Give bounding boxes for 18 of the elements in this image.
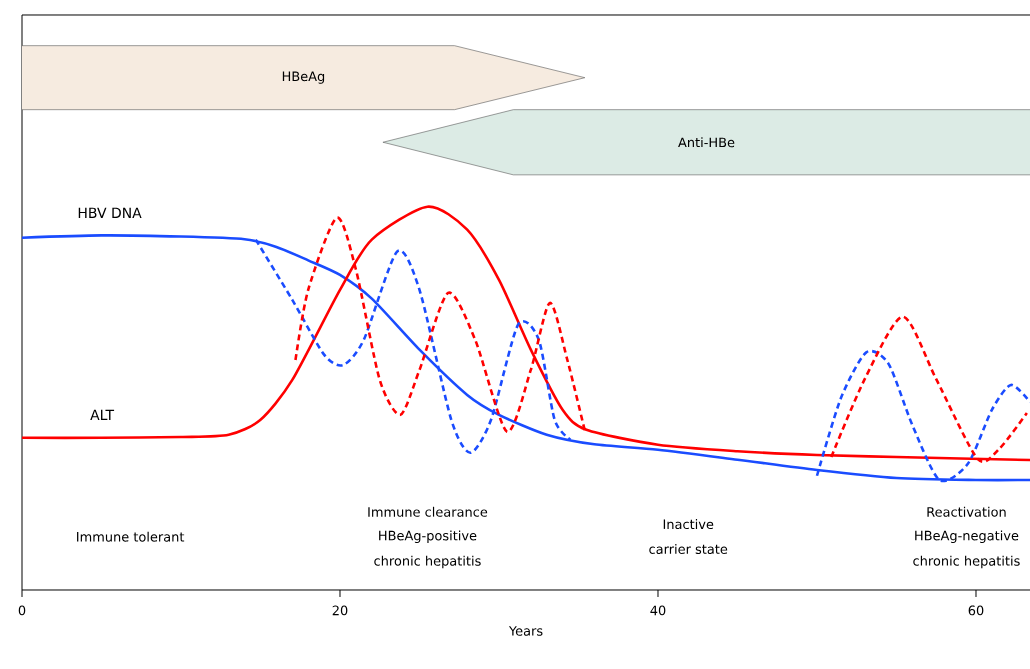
series-label: HBV DNA — [78, 207, 142, 218]
annotation: chronic hepatitis — [374, 555, 481, 569]
annotation: HBeAg-negative — [915, 530, 1019, 543]
annotation: Immune clearance — [368, 506, 488, 517]
x-tick-label: 20 — [332, 605, 348, 616]
series-label: ALT — [90, 409, 115, 420]
text: Anti-HBe — [678, 137, 735, 148]
x-tick-label: 40 — [650, 605, 666, 616]
annotation: HBeAg-positive — [379, 530, 477, 543]
text: HBeAg — [282, 71, 325, 84]
annotation: Reactivation — [927, 506, 1006, 517]
annotation: chronic hepatitis — [913, 555, 1020, 569]
x-tick-label: 60 — [968, 605, 984, 616]
x-tick-label: 0 — [18, 605, 26, 616]
annotation: Inactive — [663, 519, 714, 530]
annotation: Immune tolerant — [77, 531, 185, 542]
x-axis-title: Years — [508, 626, 543, 636]
annotation: carrier state — [649, 543, 728, 554]
